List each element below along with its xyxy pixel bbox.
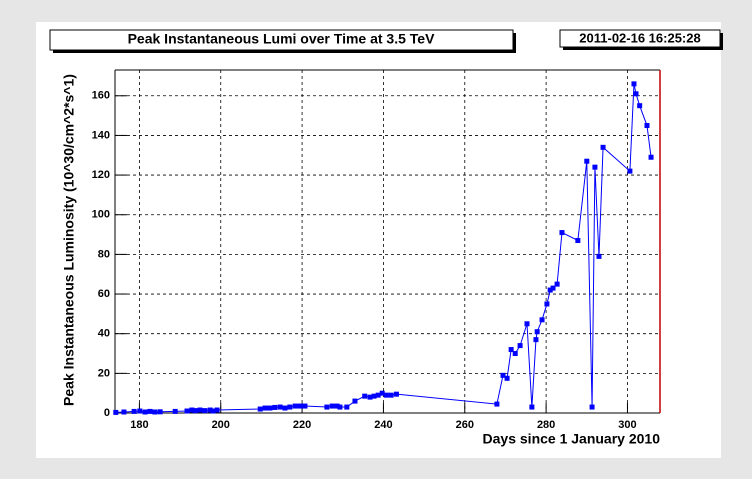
data-point <box>539 317 545 323</box>
x-axis-label: Days since 1 January 2010 <box>483 431 661 447</box>
data-point <box>517 343 523 349</box>
data-point <box>137 408 143 414</box>
data-point <box>533 337 539 343</box>
data-point <box>329 403 335 409</box>
x-tick-label: 300 <box>618 419 636 431</box>
data-point <box>544 301 550 307</box>
data-point <box>627 168 633 174</box>
data-point <box>267 405 273 411</box>
data-point <box>334 403 340 409</box>
data-point <box>547 287 553 293</box>
data-point <box>337 404 343 410</box>
data-point <box>277 404 283 410</box>
data-point <box>152 409 158 415</box>
data-point <box>282 405 288 411</box>
x-tick-label: 240 <box>374 419 392 431</box>
data-point <box>494 401 500 407</box>
timestamp-box <box>559 29 721 48</box>
x-tick-label: 180 <box>130 419 148 431</box>
x-tick-label: 200 <box>212 419 230 431</box>
data-point <box>192 408 198 414</box>
y-axis-label: Peak Instantaneous Luminosity (10^30/cm^… <box>61 74 77 406</box>
data-point <box>508 347 514 353</box>
data-point <box>631 81 637 87</box>
y-tick-label: 20 <box>98 367 110 379</box>
data-point <box>297 403 303 409</box>
y-tick-label: 80 <box>98 248 110 260</box>
data-point <box>504 375 510 381</box>
data-point <box>189 407 195 413</box>
data-point <box>121 409 127 415</box>
data-point <box>184 408 190 414</box>
data-point <box>207 407 213 413</box>
data-point <box>559 230 565 236</box>
timestamp: 2011-02-16 16:25:28 <box>579 30 700 45</box>
x-tick-label: 260 <box>456 419 474 431</box>
data-point <box>592 164 598 170</box>
data-point <box>600 144 606 150</box>
data-point <box>644 123 650 129</box>
data-point <box>637 103 643 109</box>
data-point <box>500 372 506 378</box>
data-point <box>257 406 263 412</box>
data-point <box>214 407 220 413</box>
y-tick-label: 140 <box>92 129 110 141</box>
data-point <box>367 394 373 400</box>
data-point <box>524 321 530 327</box>
data-point <box>534 329 540 335</box>
data-point <box>292 403 298 409</box>
y-tick-label: 120 <box>92 169 110 181</box>
data-point <box>352 398 358 404</box>
data-point <box>197 407 203 413</box>
data-point <box>383 392 389 398</box>
data-point <box>371 393 377 399</box>
data-point <box>379 390 385 396</box>
data-point <box>172 408 178 414</box>
data-point <box>648 154 654 160</box>
y-tick-label: 100 <box>92 209 110 221</box>
data-point <box>147 408 153 414</box>
data-point <box>529 404 535 410</box>
data-point <box>113 409 119 415</box>
data-point <box>375 392 381 398</box>
data-point <box>589 404 595 410</box>
y-tick-label: 0 <box>104 407 110 419</box>
data-point <box>272 404 278 410</box>
x-tick-label: 280 <box>537 419 555 431</box>
y-tick-label: 60 <box>98 288 110 300</box>
data-point <box>324 404 330 410</box>
data-point <box>575 238 581 244</box>
data-point <box>131 408 137 414</box>
data-point <box>142 409 148 415</box>
data-point <box>512 351 518 357</box>
data-point <box>157 409 163 415</box>
data-point <box>202 408 208 414</box>
y-tick-label: 160 <box>92 90 110 102</box>
data-point <box>554 281 560 287</box>
data-point <box>344 404 350 410</box>
data-point <box>584 158 590 164</box>
canvas <box>36 22 721 458</box>
y-tick-label: 40 <box>98 328 110 340</box>
chart-title: Peak Instantaneous Lumi over Time at 3.5… <box>128 31 435 47</box>
data-point <box>633 91 639 97</box>
data-point <box>393 391 399 397</box>
data-point <box>596 253 602 259</box>
data-point <box>287 404 293 410</box>
data-point <box>550 285 556 291</box>
data-point <box>362 393 368 399</box>
title-box <box>49 29 514 51</box>
x-tick-label: 220 <box>293 419 311 431</box>
data-point <box>302 403 308 409</box>
data-point <box>262 405 268 411</box>
data-point <box>388 392 394 398</box>
data-point <box>210 408 216 414</box>
